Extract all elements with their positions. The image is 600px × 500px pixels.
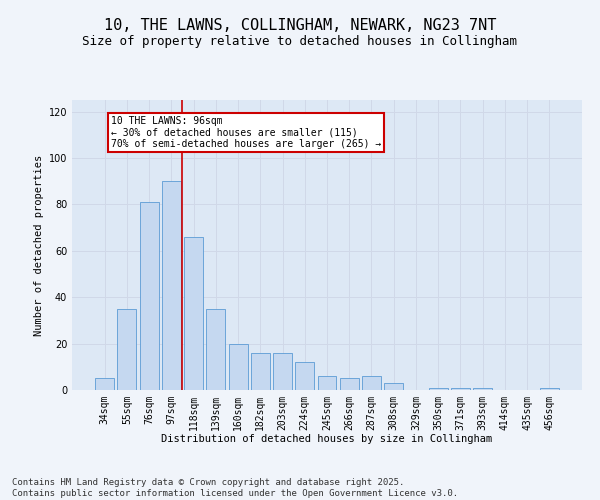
Bar [295,362,314,390]
X-axis label: Distribution of detached houses by size in Collingham: Distribution of detached houses by size … [161,434,493,444]
Bar [206,309,225,390]
Bar [473,388,492,390]
Text: 10, THE LAWNS, COLLINGHAM, NEWARK, NG23 7NT: 10, THE LAWNS, COLLINGHAM, NEWARK, NG23 … [104,18,496,32]
Text: Contains HM Land Registry data © Crown copyright and database right 2025.
Contai: Contains HM Land Registry data © Crown c… [12,478,458,498]
Bar [340,378,359,390]
Y-axis label: Number of detached properties: Number of detached properties [34,154,44,336]
Bar [184,237,203,390]
Bar [229,344,248,390]
Bar [118,309,136,390]
Bar [162,181,181,390]
Bar [95,378,114,390]
Bar [140,202,158,390]
Text: Size of property relative to detached houses in Collingham: Size of property relative to detached ho… [83,35,517,48]
Bar [251,353,270,390]
Bar [384,383,403,390]
Bar [362,376,381,390]
Bar [429,388,448,390]
Bar [317,376,337,390]
Text: 10 THE LAWNS: 96sqm
← 30% of detached houses are smaller (115)
70% of semi-detac: 10 THE LAWNS: 96sqm ← 30% of detached ho… [112,116,382,150]
Bar [451,388,470,390]
Bar [540,388,559,390]
Bar [273,353,292,390]
